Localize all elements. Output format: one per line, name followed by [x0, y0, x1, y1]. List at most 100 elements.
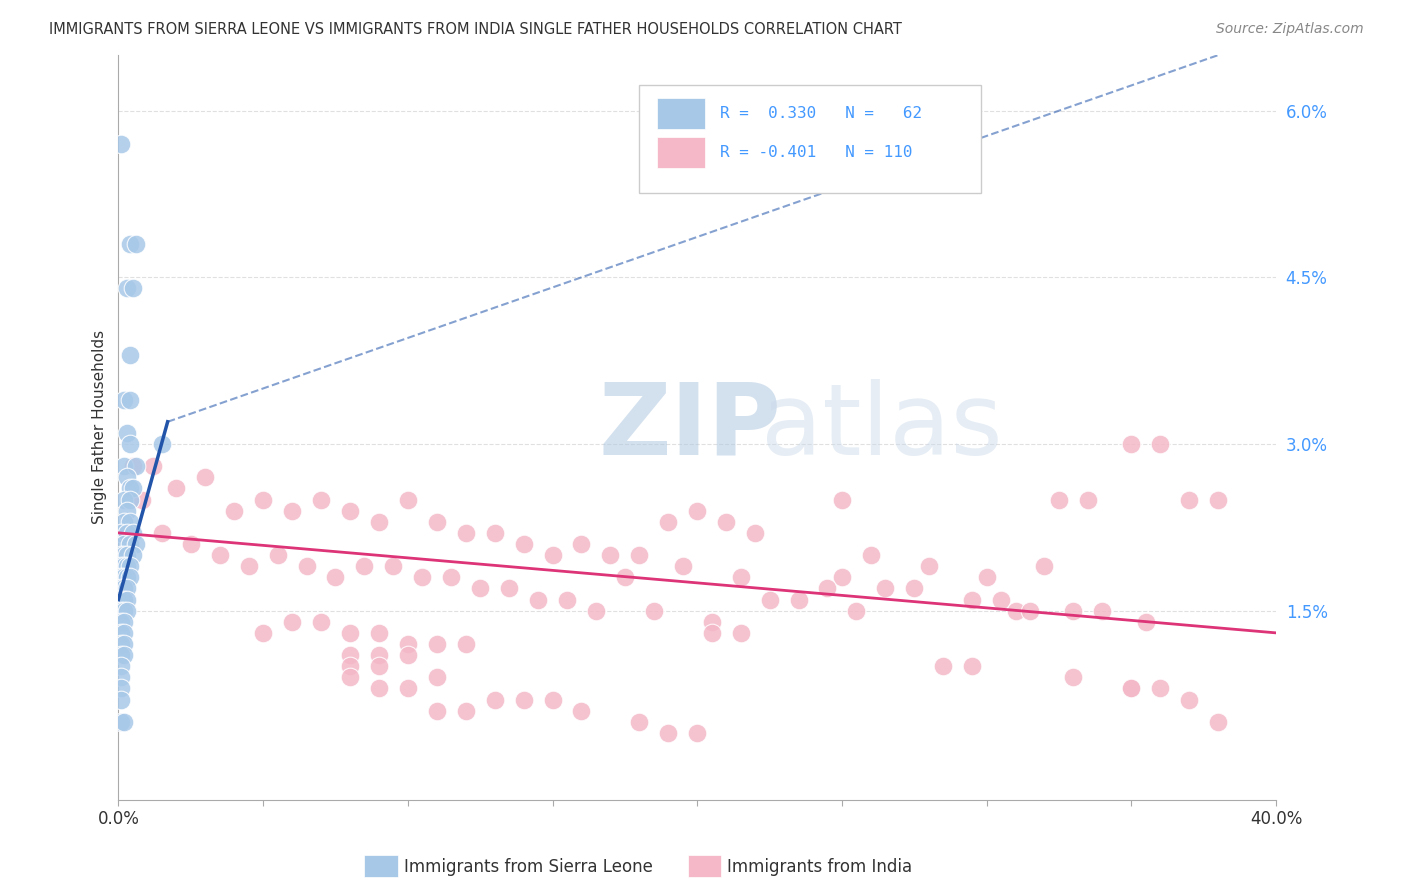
Point — [110, 592, 132, 607]
Point — [672, 559, 695, 574]
Point — [112, 637, 135, 651]
Point — [122, 281, 145, 295]
Point — [110, 659, 132, 673]
Point — [118, 237, 141, 252]
Point — [118, 482, 141, 496]
Point — [1135, 615, 1157, 629]
Point — [110, 570, 132, 584]
Point — [1033, 559, 1056, 574]
Point — [585, 604, 607, 618]
Text: IMMIGRANTS FROM SIERRA LEONE VS IMMIGRANTS FROM INDIA SINGLE FATHER HOUSEHOLDS C: IMMIGRANTS FROM SIERRA LEONE VS IMMIGRAN… — [49, 22, 903, 37]
Point — [118, 492, 141, 507]
Point — [115, 470, 138, 484]
Point — [454, 525, 477, 540]
Point — [571, 704, 593, 718]
Point — [150, 437, 173, 451]
Point — [382, 559, 405, 574]
Point — [115, 425, 138, 440]
Point — [165, 482, 187, 496]
FancyBboxPatch shape — [657, 97, 706, 128]
Point — [845, 604, 868, 618]
Point — [831, 570, 853, 584]
Point — [131, 492, 153, 507]
Point — [194, 470, 217, 484]
Point — [110, 692, 132, 706]
Point — [118, 570, 141, 584]
Point — [1062, 604, 1084, 618]
Point — [150, 525, 173, 540]
Point — [758, 592, 780, 607]
Point — [339, 503, 361, 517]
Point — [875, 582, 897, 596]
Point — [309, 615, 332, 629]
Point — [484, 525, 506, 540]
Point — [541, 548, 564, 562]
Point — [426, 515, 449, 529]
Text: R = -0.401   N = 110: R = -0.401 N = 110 — [720, 145, 912, 161]
Point — [1062, 670, 1084, 684]
Point — [657, 726, 679, 740]
FancyBboxPatch shape — [657, 137, 706, 169]
Point — [110, 604, 132, 618]
Point — [1178, 492, 1201, 507]
Point — [527, 592, 550, 607]
Point — [1019, 604, 1042, 618]
Point — [1004, 604, 1026, 618]
Point — [367, 625, 389, 640]
Point — [112, 615, 135, 629]
Point — [110, 548, 132, 562]
Point — [180, 537, 202, 551]
Point — [599, 548, 621, 562]
Point — [118, 515, 141, 529]
Point — [115, 559, 138, 574]
Point — [730, 625, 752, 640]
Point — [110, 136, 132, 151]
Point — [339, 648, 361, 662]
Point — [122, 482, 145, 496]
Point — [571, 537, 593, 551]
Point — [1149, 437, 1171, 451]
Point — [110, 559, 132, 574]
Text: atlas: atlas — [761, 379, 1002, 475]
Point — [411, 570, 433, 584]
Point — [112, 548, 135, 562]
Point — [110, 648, 132, 662]
Point — [1206, 492, 1229, 507]
Point — [118, 537, 141, 551]
Point — [396, 637, 419, 651]
Point — [115, 281, 138, 295]
Point — [932, 659, 955, 673]
Point — [976, 570, 998, 584]
Point — [918, 559, 941, 574]
Point — [1047, 492, 1070, 507]
Point — [122, 459, 145, 474]
Point — [112, 459, 135, 474]
Point — [118, 392, 141, 407]
Point — [112, 570, 135, 584]
Point — [112, 648, 135, 662]
Point — [125, 537, 148, 551]
Point — [859, 548, 882, 562]
Point — [787, 592, 810, 607]
Point — [112, 492, 135, 507]
Point — [110, 525, 132, 540]
Point — [339, 625, 361, 640]
Point — [112, 392, 135, 407]
Point — [367, 515, 389, 529]
Point — [700, 615, 723, 629]
Point — [700, 625, 723, 640]
Text: ZIP: ZIP — [599, 379, 782, 475]
Point — [484, 692, 506, 706]
Point — [309, 492, 332, 507]
Point — [115, 592, 138, 607]
Point — [440, 570, 463, 584]
Point — [1149, 681, 1171, 696]
Point — [110, 714, 132, 729]
Y-axis label: Single Father Households: Single Father Households — [93, 330, 107, 524]
Point — [122, 548, 145, 562]
Point — [224, 503, 246, 517]
Point — [122, 525, 145, 540]
Point — [426, 637, 449, 651]
Point — [960, 659, 983, 673]
Point — [118, 437, 141, 451]
